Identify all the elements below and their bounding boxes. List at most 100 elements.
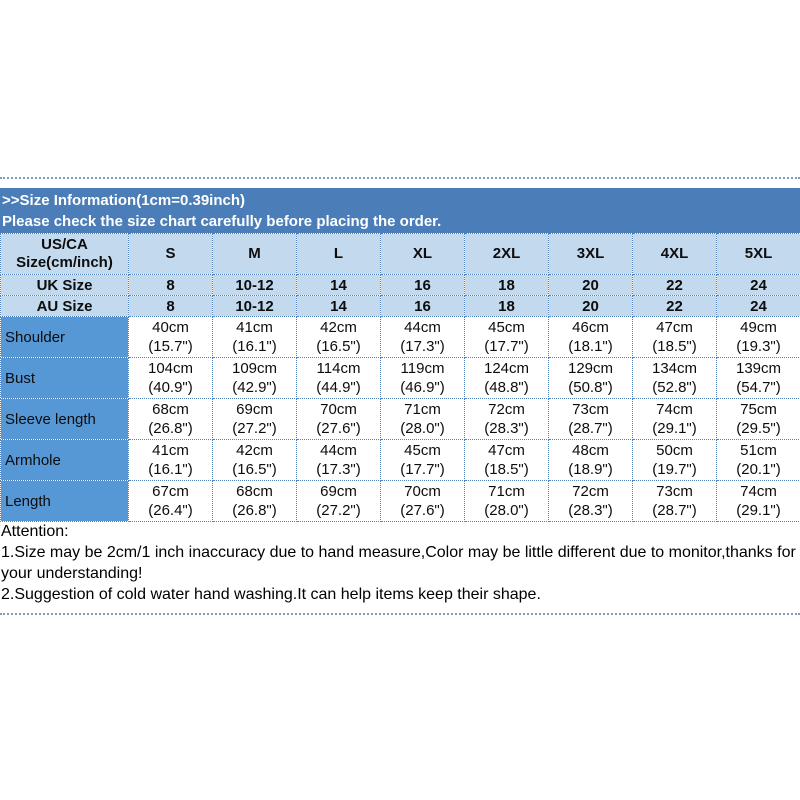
inch-value: (18.5")	[484, 461, 529, 478]
cm-value: 42cm	[320, 319, 357, 336]
cm-value: 67cm	[152, 483, 189, 500]
measure-value-cell: 41cm (16.1")	[128, 439, 213, 481]
column-header-cell: 4XL	[632, 233, 717, 275]
inch-value: (27.6")	[400, 502, 445, 519]
measure-value-cell: 47cm (18.5")	[464, 439, 549, 481]
inch-value: (17.3")	[316, 461, 361, 478]
inch-value: (29.1")	[652, 420, 697, 437]
cm-value: 69cm	[320, 483, 357, 500]
column-header-cell: S	[128, 233, 213, 275]
measure-value-cell: 71cm (28.0")	[380, 398, 465, 440]
inch-value: (16.5")	[316, 338, 361, 355]
inch-value: (50.8")	[568, 379, 613, 396]
cm-value: 41cm	[152, 442, 189, 459]
row-label-cell: AU Size	[0, 295, 129, 317]
size-info-header-bar: >>Size Information(1cm=0.39inch) Please …	[0, 188, 800, 233]
attention-line: 1.Size may be 2cm/1 inch inaccuracy due …	[1, 544, 796, 582]
inch-value: (29.1")	[736, 502, 781, 519]
inch-value: (28.0")	[484, 502, 529, 519]
cm-value: 41cm	[236, 319, 273, 336]
size-value-cell: 22	[632, 274, 717, 296]
measure-row: Bust 104cm (40.9") 109cm (42.9") 114cm (44.9")…	[0, 357, 800, 399]
inch-value: (18.9")	[568, 461, 613, 478]
size-value-cell: 20	[548, 295, 633, 317]
measure-value-cell: 71cm (28.0")	[464, 480, 549, 522]
cm-value: 129cm	[567, 360, 614, 377]
cm-value: 49cm	[740, 319, 777, 336]
measure-value-cell: 49cm (19.3")	[716, 316, 800, 358]
measure-row: Length 67cm (26.4") 68cm (26.8") 69cm (27.2") 7…	[0, 480, 800, 522]
inch-value: (19.3")	[736, 338, 781, 355]
size-table: US/CA Size(cm/inch) S M L XL 2XL 3XL 4XL 5XL UK Si…	[0, 233, 800, 522]
measure-value-cell: 44cm (17.3")	[380, 316, 465, 358]
cm-value: 42cm	[236, 442, 273, 459]
inch-value: (20.1")	[736, 461, 781, 478]
size-value-cell: 16	[380, 295, 465, 317]
inch-value: (46.9")	[400, 379, 445, 396]
cm-value: 40cm	[152, 319, 189, 336]
column-header-cell: M	[212, 233, 297, 275]
inch-value: (17.3")	[400, 338, 445, 355]
size-value-cell: 14	[296, 274, 381, 296]
column-header-cell: 5XL	[716, 233, 800, 275]
measure-value-cell: 114cm (44.9")	[296, 357, 381, 399]
measure-value-cell: 69cm (27.2")	[212, 398, 297, 440]
measure-value-cell: 75cm (29.5")	[716, 398, 800, 440]
cm-value: 50cm	[656, 442, 693, 459]
measure-value-cell: 124cm (48.8")	[464, 357, 549, 399]
cm-value: 72cm	[488, 401, 525, 418]
measure-value-cell: 42cm (16.5")	[296, 316, 381, 358]
size-value-cell: 24	[716, 274, 800, 296]
attention-block: Attention: 1.Size may be 2cm/1 inch inac…	[1, 521, 799, 605]
measure-value-cell: 70cm (27.6")	[380, 480, 465, 522]
cm-value: 70cm	[320, 401, 357, 418]
measure-label-cell: Bust	[0, 357, 129, 399]
inch-value: (48.8")	[484, 379, 529, 396]
inch-value: (27.6")	[316, 420, 361, 437]
measure-label-cell: Sleeve length	[0, 398, 129, 440]
size-value-cell: 10-12	[212, 295, 297, 317]
measure-value-cell: 51cm (20.1")	[716, 439, 800, 481]
inch-value: (44.9")	[316, 379, 361, 396]
inch-value: (42.9")	[232, 379, 277, 396]
cm-value: 114cm	[316, 360, 361, 377]
measure-label-cell: Length	[0, 480, 129, 522]
cm-value: 68cm	[152, 401, 189, 418]
measure-value-cell: 134cm (52.8")	[632, 357, 717, 399]
size-value-cell: 18	[464, 295, 549, 317]
cm-value: 72cm	[572, 483, 609, 500]
measure-value-cell: 44cm (17.3")	[296, 439, 381, 481]
measure-value-cell: 40cm (15.7")	[128, 316, 213, 358]
inch-value: (52.8")	[652, 379, 697, 396]
row-label-cell: UK Size	[0, 274, 129, 296]
measure-value-cell: 74cm (29.1")	[632, 398, 717, 440]
cm-value: 47cm	[488, 442, 525, 459]
measure-value-cell: 46cm (18.1")	[548, 316, 633, 358]
inch-value: (28.7")	[568, 420, 613, 437]
cm-value: 44cm	[404, 319, 441, 336]
size-value-cell: 16	[380, 274, 465, 296]
measure-value-cell: 119cm (46.9")	[380, 357, 465, 399]
size-value-cell: 18	[464, 274, 549, 296]
cm-value: 48cm	[572, 442, 609, 459]
measure-value-cell: 109cm (42.9")	[212, 357, 297, 399]
measure-value-cell: 50cm (19.7")	[632, 439, 717, 481]
size-value-cell: 8	[128, 274, 213, 296]
size-row: UK Size 8 10-12 14 16 18 20 22 24	[0, 274, 800, 296]
inch-value: (15.7")	[148, 338, 193, 355]
measure-value-cell: 72cm (28.3")	[464, 398, 549, 440]
measure-label-cell: Armhole	[0, 439, 129, 481]
measure-value-cell: 68cm (26.8")	[212, 480, 297, 522]
cm-value: 44cm	[320, 442, 357, 459]
measure-value-cell: 47cm (18.5")	[632, 316, 717, 358]
column-header-cell: XL	[380, 233, 465, 275]
cm-value: 73cm	[656, 483, 693, 500]
inch-value: (16.1")	[148, 461, 193, 478]
measure-value-cell: 67cm (26.4")	[128, 480, 213, 522]
cm-value: 124cm	[483, 360, 530, 377]
cm-value: 71cm	[488, 483, 525, 500]
measure-value-cell: 45cm (17.7")	[464, 316, 549, 358]
cm-value: 69cm	[236, 401, 273, 418]
inch-value: (18.5")	[652, 338, 697, 355]
inch-value: (17.7")	[400, 461, 445, 478]
